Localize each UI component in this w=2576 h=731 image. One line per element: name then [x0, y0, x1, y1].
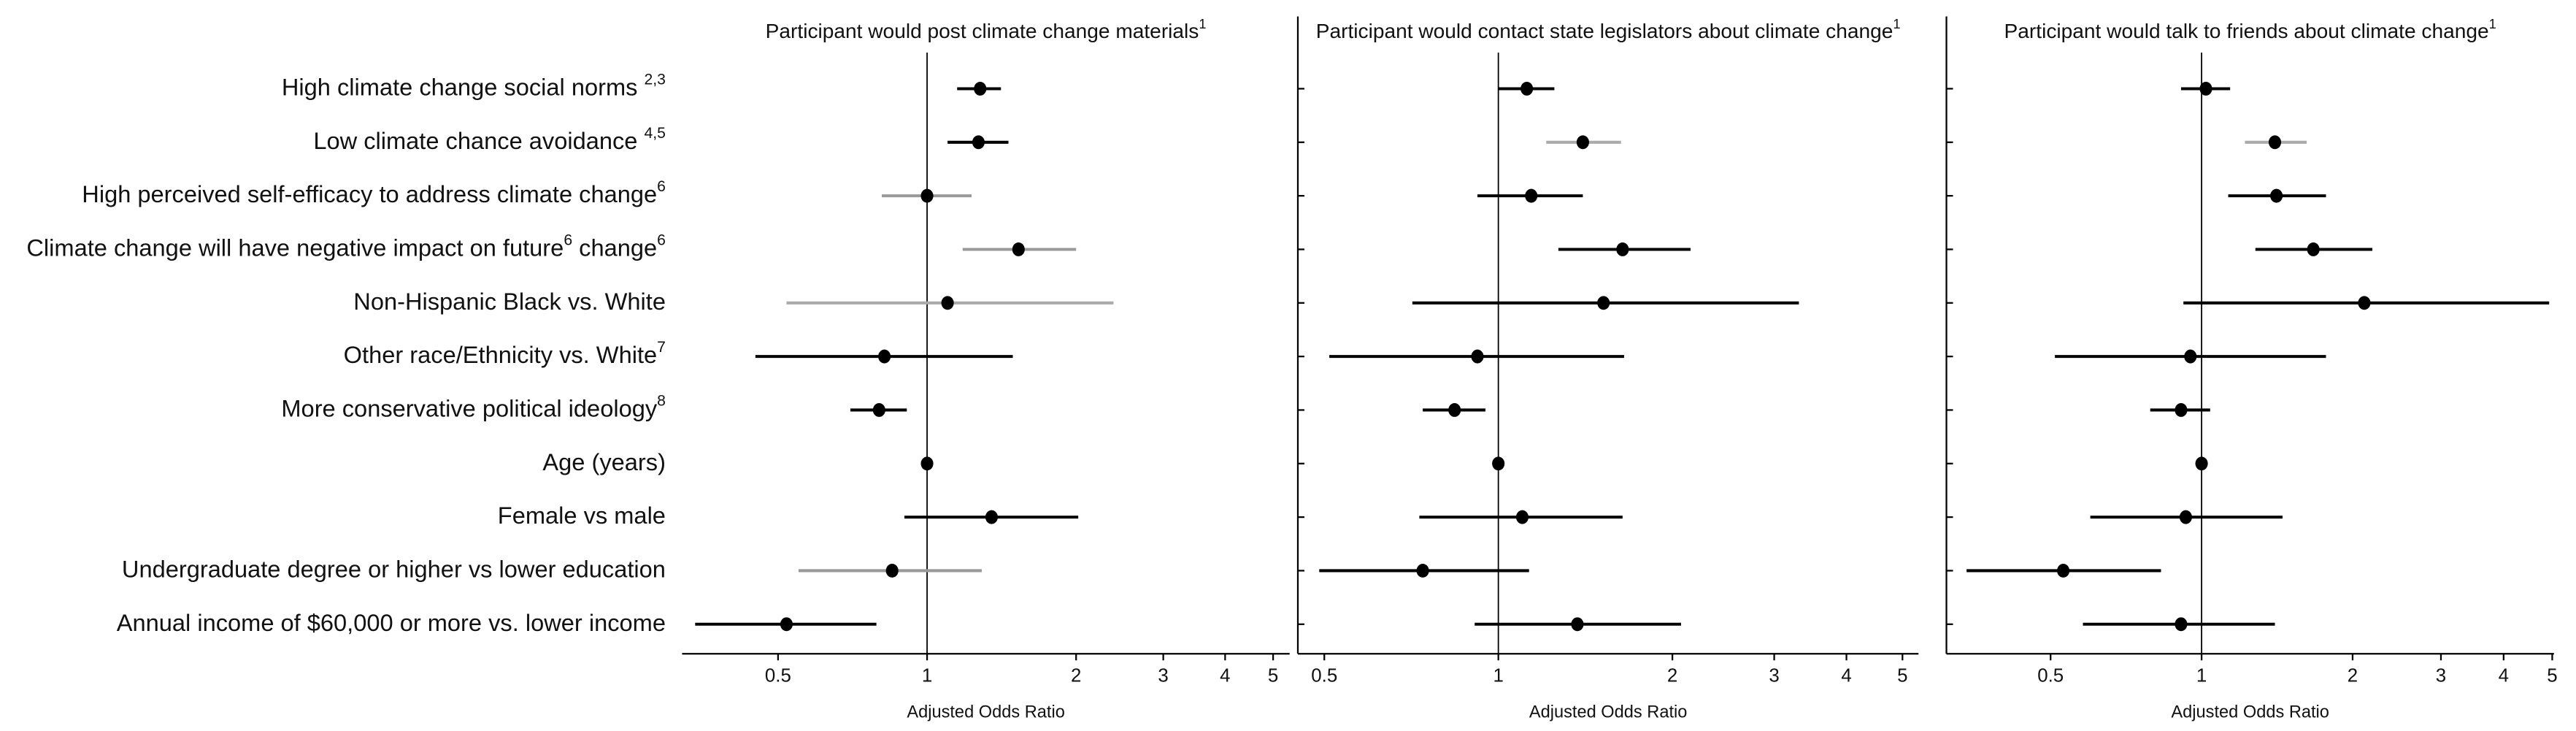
point-estimate [1576, 135, 1589, 150]
point-estimate [1515, 510, 1529, 524]
superscript: 6 [564, 232, 572, 249]
label-text: Participant would talk to friends about … [2004, 20, 2489, 42]
x-tick-label: 1 [922, 666, 932, 686]
point-estimate [2175, 617, 2188, 632]
label-text: Non-Hispanic Black vs. White [353, 287, 666, 314]
row-label: Other race/Ethnicity vs. White7 [344, 339, 666, 368]
superscript: 7 [657, 339, 666, 356]
x-axis-label: Adjusted Odds Ratio [2171, 703, 2329, 722]
superscript: 6 [657, 178, 666, 195]
row-label: Low climate chance avoidance 4,5 [313, 125, 666, 154]
point-estimate [920, 188, 934, 203]
x-tick-label: 4 [1841, 666, 1851, 686]
x-tick-label: 4 [2499, 666, 2509, 686]
point-estimate [2307, 242, 2320, 256]
point-estimate [2184, 349, 2197, 364]
point-estimate [2268, 135, 2282, 150]
superscript: 1 [2489, 16, 2496, 31]
x-tick-label: 3 [1769, 666, 1779, 686]
x-tick-label: 2 [1667, 666, 1677, 686]
row-label: Female vs male [498, 502, 666, 529]
point-estimate [1492, 456, 1505, 471]
label-text: Participant would post climate change ma… [766, 20, 1199, 42]
x-tick-label: 1 [1493, 666, 1503, 686]
label-text: Annual income of $60,000 or more vs. low… [117, 608, 666, 635]
x-axis-label: Adjusted Odds Ratio [1529, 703, 1688, 722]
x-tick-label: 0.5 [2037, 666, 2064, 686]
label-text: High perceived self-efficacy to address … [82, 180, 657, 207]
x-tick-label: 4 [1220, 666, 1230, 686]
point-estimate [885, 564, 899, 578]
point-estimate [1525, 188, 1538, 203]
point-estimate [1520, 82, 1534, 96]
point-estimate [1471, 349, 1484, 364]
x-tick-label: 3 [2436, 666, 2446, 686]
x-tick-label: 0.5 [1311, 666, 1337, 686]
point-estimate [2195, 456, 2208, 471]
point-estimate [1571, 617, 1584, 632]
label-text: Low climate chance avoidance [313, 126, 644, 153]
point-estimate [878, 349, 891, 364]
superscript: 8 [657, 393, 666, 410]
point-estimate [2175, 403, 2188, 417]
point-estimate [2057, 564, 2070, 578]
point-estimate [974, 82, 987, 96]
label-text: High climate change social norms [282, 73, 645, 100]
row-label: High perceived self-efficacy to address … [82, 178, 666, 207]
x-tick-label: 2 [2348, 666, 2358, 686]
point-estimate [1597, 296, 1610, 310]
point-estimate [941, 296, 954, 310]
label-text: Participant would contact state legislat… [1316, 20, 1893, 42]
row-label: More conservative political ideology8 [281, 393, 666, 422]
point-estimate [780, 617, 793, 632]
point-estimate [985, 510, 998, 524]
point-estimate [920, 456, 934, 471]
label-text: More conservative political ideology [281, 394, 657, 421]
point-estimate [1616, 242, 1629, 256]
superscript: 6 [657, 232, 666, 249]
row-label: High climate change social norms 2,3 [282, 72, 666, 101]
point-estimate [972, 135, 985, 150]
row-label: Age (years) [542, 448, 666, 475]
label-text: Age (years) [542, 448, 666, 475]
label-text: Climate change will have negative impact… [26, 234, 564, 261]
row-label: Non-Hispanic Black vs. White [353, 287, 666, 314]
x-tick-label: 5 [1897, 666, 1907, 686]
row-label: Climate change will have negative impact… [26, 232, 666, 261]
point-estimate [2199, 82, 2212, 96]
superscript: 1 [1199, 16, 1206, 31]
x-tick-label: 5 [2547, 666, 2557, 686]
point-estimate [1416, 564, 1429, 578]
point-estimate [2270, 188, 2283, 203]
point-estimate [1012, 242, 1025, 256]
x-tick-label: 5 [1268, 666, 1278, 686]
label-text: change [572, 234, 657, 261]
row-label: Undergraduate degree or higher vs lower … [122, 555, 666, 582]
point-estimate [872, 403, 885, 417]
point-estimate [1448, 403, 1461, 417]
panel-title: Participant would talk to friends about … [2004, 16, 2496, 42]
panel-title: Participant would contact state legislat… [1316, 16, 1901, 42]
x-axis-label: Adjusted Odds Ratio [907, 703, 1065, 722]
label-text: Female vs male [498, 502, 666, 529]
superscript: 1 [1893, 16, 1900, 31]
point-estimate [2179, 510, 2192, 524]
point-estimate [2358, 296, 2371, 310]
superscript: 4,5 [644, 125, 665, 142]
x-tick-label: 1 [2196, 666, 2207, 686]
superscript: 2,3 [644, 72, 665, 88]
label-text: Undergraduate degree or higher vs lower … [122, 555, 666, 582]
row-label: Annual income of $60,000 or more vs. low… [117, 608, 666, 635]
x-tick-label: 2 [1071, 666, 1081, 686]
x-tick-label: 3 [1158, 666, 1168, 686]
panel-title: Participant would post climate change ma… [766, 16, 1207, 42]
x-tick-label: 0.5 [765, 666, 791, 686]
label-text: Other race/Ethnicity vs. White [344, 341, 657, 368]
